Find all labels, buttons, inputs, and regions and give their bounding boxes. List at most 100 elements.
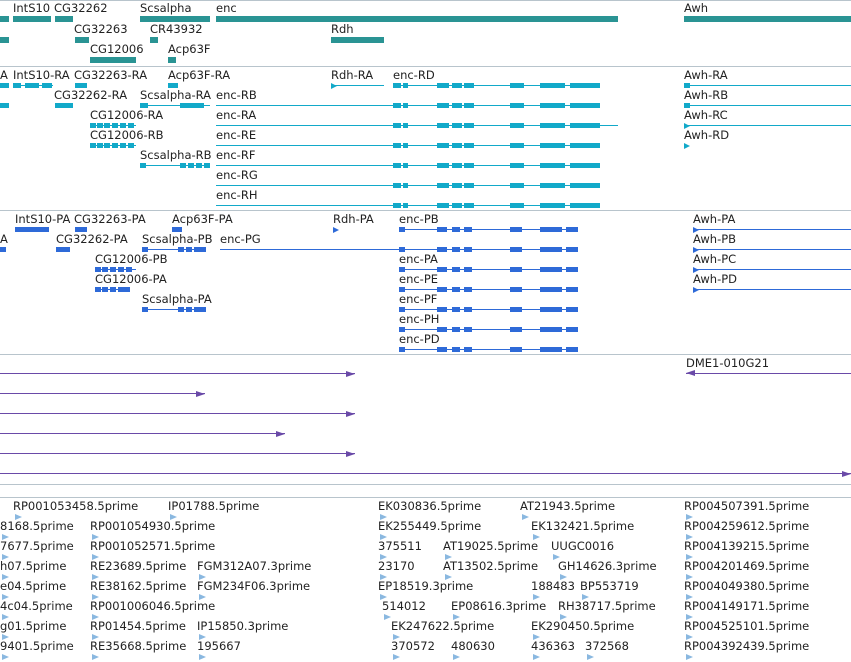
exon[interactable] — [570, 183, 600, 188]
exon[interactable] — [540, 347, 562, 352]
est-feature[interactable] — [199, 574, 206, 580]
exon[interactable] — [510, 103, 524, 108]
protein-label[interactable]: Scsalpha-PA — [142, 292, 212, 306]
exon[interactable] — [452, 83, 462, 88]
exon[interactable] — [464, 267, 472, 272]
exon[interactable] — [120, 143, 126, 148]
exon[interactable] — [102, 287, 108, 292]
exon[interactable] — [464, 307, 472, 312]
exon[interactable] — [452, 347, 460, 352]
exon[interactable] — [540, 183, 565, 188]
est-feature[interactable] — [533, 534, 540, 540]
exon[interactable] — [186, 247, 192, 252]
est-feature[interactable] — [2, 594, 9, 600]
exon[interactable] — [570, 143, 600, 148]
gene-feature[interactable] — [0, 37, 9, 43]
transcript-label[interactable]: enc-RE — [216, 128, 257, 142]
est-feature[interactable] — [553, 554, 560, 560]
est-feature[interactable] — [686, 654, 693, 660]
exon[interactable] — [510, 203, 524, 208]
protein-label[interactable]: enc-PF — [399, 292, 438, 306]
est-label[interactable]: e04.5prime — [0, 579, 67, 593]
exon[interactable] — [25, 83, 39, 88]
gene-feature[interactable] — [331, 37, 384, 43]
exon[interactable] — [510, 163, 524, 168]
exon[interactable] — [566, 307, 578, 312]
gene-label[interactable]: Scsalpha — [140, 1, 192, 15]
exon[interactable] — [126, 267, 132, 272]
exon[interactable] — [403, 183, 408, 188]
arrow[interactable] — [346, 451, 355, 457]
exon[interactable] — [452, 203, 462, 208]
est-label[interactable]: RP004201469.5prime — [684, 559, 810, 573]
exon[interactable] — [437, 163, 449, 168]
exon[interactable] — [118, 287, 124, 292]
exon[interactable] — [110, 287, 116, 292]
exon[interactable] — [452, 227, 460, 232]
est-feature[interactable] — [522, 514, 529, 520]
exon[interactable] — [566, 227, 578, 232]
gene-feature[interactable] — [168, 57, 176, 63]
transcript-label[interactable]: enc-RB — [216, 88, 257, 102]
exon[interactable] — [15, 227, 49, 232]
est-label[interactable]: RE35668.5prime — [90, 639, 187, 653]
protein-feature[interactable] — [693, 269, 851, 270]
transcript-label[interactable]: CG12006-RB — [90, 128, 164, 142]
est-feature[interactable] — [686, 574, 693, 580]
exon[interactable] — [97, 143, 103, 148]
protein-label[interactable]: Awh-PD — [693, 272, 738, 286]
est-label[interactable]: g01.5prime — [0, 619, 67, 633]
est-feature[interactable] — [15, 514, 22, 520]
exon[interactable] — [204, 163, 210, 168]
est-label[interactable]: BP553719 — [580, 579, 639, 593]
est-label[interactable]: EK290450.5prime — [531, 619, 635, 633]
protein-feature[interactable] — [693, 249, 851, 250]
est-label[interactable]: EP18519.3prime — [378, 579, 474, 593]
exon[interactable] — [128, 143, 134, 148]
exon[interactable] — [104, 123, 110, 128]
exon[interactable] — [124, 287, 130, 292]
est-label[interactable]: FGM312A07.3prime — [197, 559, 312, 573]
est-label[interactable]: 195667 — [197, 639, 241, 653]
exon[interactable] — [452, 123, 462, 128]
exon[interactable] — [464, 247, 472, 252]
est-label[interactable]: 372568 — [585, 639, 629, 653]
arrow[interactable] — [333, 227, 339, 233]
exon[interactable] — [200, 247, 206, 252]
exon[interactable] — [437, 83, 449, 88]
est-feature[interactable] — [92, 554, 99, 560]
transcript-label[interactable]: Rdh-RA — [331, 68, 374, 82]
gene-feature[interactable] — [75, 37, 89, 43]
est-feature[interactable] — [380, 574, 387, 580]
est-feature[interactable] — [199, 634, 206, 640]
clone-feature[interactable] — [0, 453, 355, 454]
exon[interactable] — [56, 247, 70, 252]
protein-feature[interactable] — [399, 309, 578, 310]
exon[interactable] — [510, 307, 522, 312]
exon[interactable] — [464, 287, 472, 292]
est-label[interactable]: AT21943.5prime — [520, 499, 616, 513]
exon[interactable] — [393, 203, 401, 208]
transcript-feature[interactable] — [140, 165, 210, 166]
arrow[interactable] — [276, 431, 285, 437]
exon[interactable] — [684, 83, 690, 88]
est-label[interactable]: RP004507391.5prime — [684, 499, 810, 513]
exon[interactable] — [142, 247, 148, 252]
est-feature[interactable] — [2, 634, 9, 640]
transcript-feature[interactable] — [216, 185, 393, 186]
protein-label[interactable]: Awh-PA — [693, 212, 736, 226]
protein-feature[interactable] — [220, 249, 399, 250]
gene-label[interactable]: CG12006 — [90, 42, 144, 56]
arrow[interactable] — [693, 227, 699, 233]
exon[interactable] — [403, 143, 408, 148]
transcript-label[interactable]: Scsalpha-RA — [140, 88, 212, 102]
est-label[interactable]: RH38717.5prime — [558, 599, 656, 613]
est-label[interactable]: IP01788.5prime — [168, 499, 260, 513]
transcript-feature[interactable] — [216, 125, 393, 126]
est-feature[interactable] — [199, 594, 206, 600]
arrow[interactable] — [331, 83, 337, 89]
exon[interactable] — [112, 123, 118, 128]
exon[interactable] — [510, 123, 524, 128]
est-feature[interactable] — [2, 554, 9, 560]
transcript-feature[interactable] — [216, 205, 393, 206]
